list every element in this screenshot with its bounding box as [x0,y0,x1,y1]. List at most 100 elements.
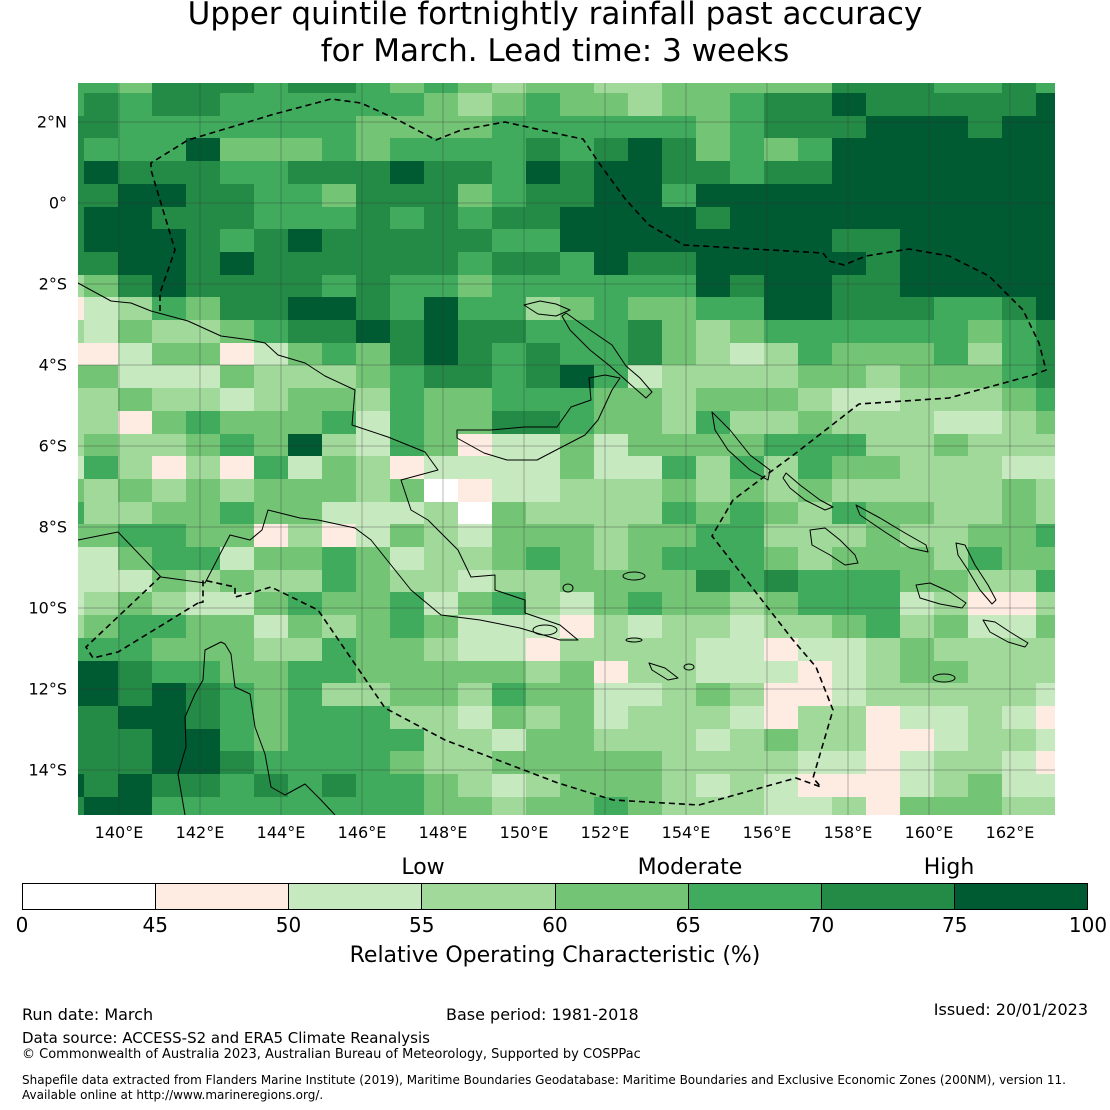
heatmap-cell [186,410,220,435]
heatmap-cell [288,433,322,457]
heatmap-cell [696,410,730,435]
heatmap-cell [662,728,696,752]
heatmap-cell [288,138,322,162]
heatmap-cell [118,161,152,185]
heatmap-cell [152,478,186,503]
heatmap-cell [696,206,730,230]
heatmap-cell [424,683,458,707]
heatmap-cell [866,660,900,684]
heatmap-cell [662,410,696,435]
heatmap-cell [560,501,594,525]
heatmap-cell [1036,501,1055,525]
heatmap-cell [254,456,288,480]
heatmap-cell [560,660,594,684]
heatmap-cell [288,547,322,571]
heatmap-cell [900,297,934,321]
run-date: Run date: March [22,1005,154,1024]
heatmap-cell [492,456,526,480]
heatmap-cell [900,751,934,775]
heatmap-cell [78,478,84,503]
heatmap-cell [78,229,84,253]
heatmap-cell [662,705,696,730]
heatmap-cell [84,251,118,276]
heatmap-cell [662,501,696,525]
heatmap-cell [1002,342,1036,366]
heatmap-cell [356,751,390,775]
heatmap-cell [866,93,900,117]
heatmap-cell [968,705,1002,730]
heatmap-cell [696,456,730,480]
heatmap-cell [78,637,84,662]
heatmap-cell [492,83,526,94]
heatmap-cell [458,774,492,798]
longitude-label: 162°E [985,823,1035,842]
heatmap-cell [764,206,798,230]
colorbar-segment [821,884,955,909]
heatmap-cell [866,728,900,752]
heatmap-cell [798,569,832,593]
heatmap-cell [934,751,968,775]
heatmap-cell [866,138,900,162]
heatmap-cell [764,501,798,525]
heatmap-cell [492,342,526,366]
heatmap-cell [84,751,118,775]
heatmap-cell [866,569,900,593]
heatmap-cell [628,183,662,208]
heatmap-cell [458,342,492,366]
heatmap-cell [628,796,662,815]
heatmap-cell [798,183,832,208]
heatmap-cell [78,796,84,815]
heatmap-cell [526,365,560,389]
heatmap-cell [288,751,322,775]
heatmap-cell [730,251,764,276]
heatmap-cell [662,93,696,117]
heatmap-cell [84,388,118,412]
heatmap-cell [424,796,458,815]
heatmap-cell [186,320,220,344]
heatmap-cell [390,774,424,798]
heatmap-cell [84,547,118,571]
heatmap-cell [900,683,934,707]
heatmap-cell [458,161,492,185]
heatmap-cell [356,320,390,344]
heatmap-cell [696,342,730,366]
heatmap-cell [730,637,764,662]
heatmap-cell [662,433,696,457]
heatmap-cell [322,274,356,298]
heatmap-cell [662,251,696,276]
heatmap-cell [1036,478,1055,503]
heatmap-cell [492,478,526,503]
heatmap-cell [798,342,832,366]
heatmap-cell [696,388,730,412]
heatmap-cell [662,774,696,798]
heatmap-cell [696,569,730,593]
heatmap-cell [526,93,560,117]
heatmap-cell [186,365,220,389]
colorbar-segment [555,884,689,909]
heatmap-cell [866,433,900,457]
heatmap-cell [424,569,458,593]
heatmap-cell [152,388,186,412]
heatmap-cell [934,365,968,389]
heatmap-cell [220,251,254,276]
heatmap-cell [1036,161,1055,185]
heatmap-cell [560,206,594,230]
heatmap-cell [1002,410,1036,435]
heatmap-cell [560,456,594,480]
colorbar-tick-label: 75 [942,913,968,937]
heatmap-cell [832,161,866,185]
heatmap-cell [390,592,424,616]
heatmap-cell [764,478,798,503]
heatmap-cell [186,388,220,412]
heatmap-cell [186,524,220,548]
heatmap-cell [798,83,832,94]
heatmap-cell [594,365,628,389]
heatmap-cell [730,433,764,457]
heatmap-cell [628,320,662,344]
heatmap-cell [424,183,458,208]
heatmap-cell [78,115,84,139]
heatmap-cell [560,388,594,412]
heatmap-cell [356,456,390,480]
heatmap-cell [152,796,186,815]
heatmap-cell [594,320,628,344]
